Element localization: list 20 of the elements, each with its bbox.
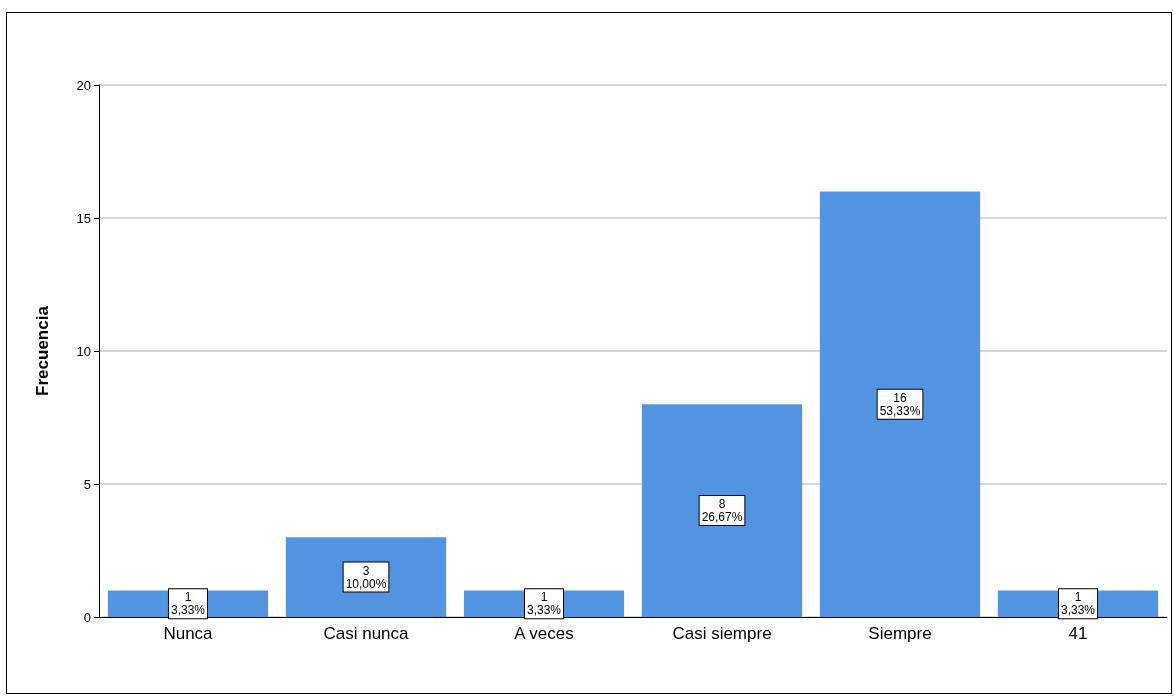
x-tick-label: 41 bbox=[1068, 624, 1088, 643]
data-label: 1 3,33% bbox=[170, 590, 206, 618]
y-tick-label: 0 bbox=[83, 609, 91, 625]
data-label: 8 26,67% bbox=[701, 497, 743, 525]
bar bbox=[819, 191, 981, 617]
y-tick-label: 10 bbox=[76, 343, 91, 359]
y-axis-title: Frecuencia bbox=[33, 305, 52, 396]
y-tick-label: 5 bbox=[83, 476, 91, 492]
x-tick-label: A veces bbox=[514, 624, 574, 643]
data-label: 1 3,33% bbox=[1060, 590, 1096, 618]
x-tick-label: Siempre bbox=[868, 624, 932, 643]
y-tick-label: 15 bbox=[76, 210, 91, 226]
bar bbox=[641, 404, 803, 617]
data-label: 3 10,00% bbox=[345, 563, 387, 591]
x-tick-label: Nunca bbox=[163, 624, 214, 643]
x-tick-label: Casi siempre bbox=[672, 624, 772, 643]
x-tick-label: Casi nunca bbox=[323, 624, 410, 643]
data-label: 1 3,33% bbox=[526, 590, 562, 618]
y-tick-label: 20 bbox=[76, 77, 91, 93]
data-label: 16 53,33% bbox=[879, 390, 921, 418]
